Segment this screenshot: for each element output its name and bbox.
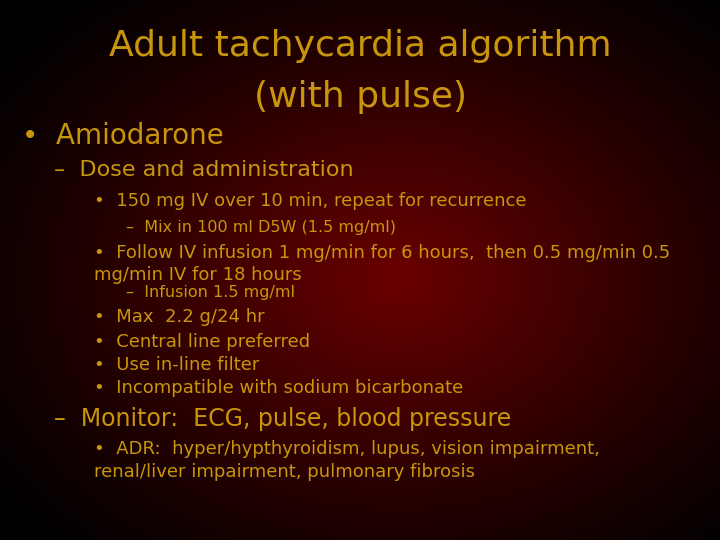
Text: •  Use in-line filter: • Use in-line filter bbox=[94, 356, 259, 374]
Text: •  Amiodarone: • Amiodarone bbox=[22, 122, 223, 150]
Text: –  Dose and administration: – Dose and administration bbox=[54, 160, 354, 180]
Text: •  Incompatible with sodium bicarbonate: • Incompatible with sodium bicarbonate bbox=[94, 379, 463, 396]
Text: (with pulse): (with pulse) bbox=[253, 80, 467, 114]
Text: •  Max  2.2 g/24 hr: • Max 2.2 g/24 hr bbox=[94, 308, 264, 326]
Text: •  Central line preferred: • Central line preferred bbox=[94, 333, 310, 351]
Text: Adult tachycardia algorithm: Adult tachycardia algorithm bbox=[109, 29, 611, 63]
Text: •  150 mg IV over 10 min, repeat for recurrence: • 150 mg IV over 10 min, repeat for recu… bbox=[94, 192, 526, 210]
Text: –  Monitor:  ECG, pulse, blood pressure: – Monitor: ECG, pulse, blood pressure bbox=[54, 407, 511, 430]
Text: –  Mix in 100 ml D5W (1.5 mg/ml): – Mix in 100 ml D5W (1.5 mg/ml) bbox=[126, 220, 396, 235]
Text: •  Follow IV infusion 1 mg/min for 6 hours,  then 0.5 mg/min 0.5
mg/min IV for 1: • Follow IV infusion 1 mg/min for 6 hour… bbox=[94, 244, 670, 285]
Text: •  ADR:  hyper/hypthyroidism, lupus, vision impairment,
renal/liver impairment, : • ADR: hyper/hypthyroidism, lupus, visio… bbox=[94, 440, 600, 481]
Text: –  Infusion 1.5 mg/ml: – Infusion 1.5 mg/ml bbox=[126, 285, 295, 300]
